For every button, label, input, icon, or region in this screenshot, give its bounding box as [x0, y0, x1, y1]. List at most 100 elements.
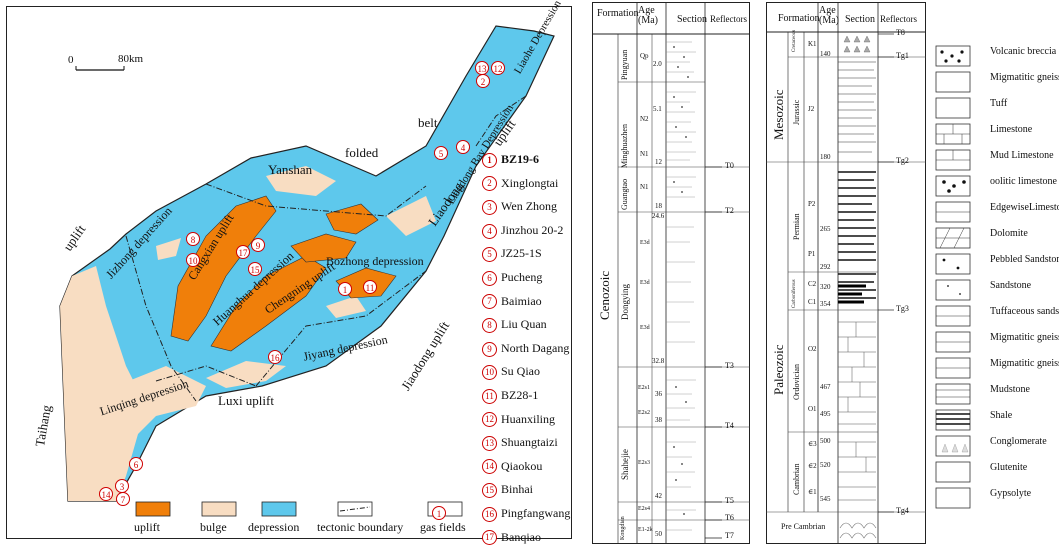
tectonic-boundary-3 — [255, 270, 427, 387]
gas-field-marker[interactable]: 11 — [363, 280, 377, 294]
era-paleozoic: Paleozoic — [771, 344, 786, 395]
gas-field-list-item: 16 Pingfangwang — [482, 506, 570, 530]
unit-label: E2s1 — [638, 385, 650, 391]
uplift-northeast — [290, 233, 357, 263]
legend-bulge-label: bulge — [200, 520, 227, 534]
gas-field-list-item: 8 Liu Quan — [482, 317, 570, 341]
gas-field-list-item: 10 Su Qiao — [482, 364, 570, 388]
gas-field-marker[interactable]: 15 — [248, 262, 262, 276]
bulge-small-2 — [326, 296, 366, 318]
age-label: 265 — [820, 225, 831, 233]
reflector-label: Tg2 — [896, 156, 909, 165]
gas-field-marker[interactable]: 5 — [434, 146, 448, 160]
scale-km: 80km — [118, 53, 144, 65]
age-label: 140 — [820, 50, 831, 58]
lithology-item: Mud Limestone — [990, 150, 1054, 161]
meso-header-formation: Formation — [778, 13, 820, 24]
lithology-item: Glutenite — [990, 462, 1028, 473]
unit-label: P2 — [808, 200, 816, 208]
lithology-item: Gypsolyte — [990, 488, 1032, 499]
legend-depression-label: depression — [248, 520, 300, 534]
lithology-item: EdgewiseLimestone — [990, 202, 1059, 213]
unit-label: N1 — [640, 150, 649, 158]
gas-field-marker[interactable]: 17 — [236, 245, 250, 259]
age-label: 12 — [655, 158, 662, 166]
legend-uplift-swatch — [135, 501, 171, 517]
lithology-item: Migmatitic gneiss — [990, 332, 1059, 343]
lithology-item: Shale — [990, 410, 1013, 421]
reflector-label: T2 — [725, 206, 734, 215]
gas-field-marker[interactable]: 1 — [338, 282, 352, 296]
gas-field-list-item: 14 Qiaokou — [482, 459, 570, 483]
unit-label: Qp — [640, 52, 649, 60]
tectonic-boundary-4 — [475, 95, 527, 147]
label-folded: folded — [345, 145, 379, 160]
age-label: 320 — [820, 283, 831, 291]
gas-field-marker[interactable]: 14 — [99, 487, 113, 501]
legend-bulge-swatch — [201, 501, 237, 517]
gas-field-marker[interactable]: 9 — [251, 238, 265, 252]
gas-field-list: 1 BZ19-6 2 Xinglongtai 3 Wen Zhong 4 Jinzhou… — [482, 152, 570, 547]
bulge-north — [266, 166, 336, 196]
lithology-item: Conglomerate — [990, 436, 1047, 447]
gas-field-marker[interactable]: 4 — [456, 140, 470, 154]
age-label: 545 — [820, 495, 831, 503]
unit-label: K1 — [808, 40, 817, 48]
bulge-south — [206, 361, 286, 388]
unit-label: ∈2 — [808, 462, 817, 470]
unit-label: ∈3 — [808, 440, 817, 448]
gas-field-list-item: 15 Binhai — [482, 482, 570, 506]
unit-label: C2 — [808, 280, 817, 288]
legend-gas-icon: 1 — [432, 506, 446, 520]
gas-field-marker[interactable]: 7 — [116, 492, 130, 506]
age-label: 520 — [820, 461, 831, 469]
gas-field-marker[interactable]: 13 — [475, 61, 489, 75]
formation-label: Shahejie — [620, 449, 630, 480]
legend-gasfields-label: gas fields — [420, 520, 466, 534]
gas-field-marker[interactable]: 16 — [268, 350, 282, 364]
lithology-item: oolitic limestone — [990, 176, 1057, 187]
gas-field-list-item: 1 BZ19-6 — [482, 152, 570, 176]
period-label: Jurassic — [792, 99, 801, 125]
gas-field-marker[interactable]: 3 — [115, 479, 129, 493]
unit-label: E1-2k — [638, 527, 653, 533]
age-label: 50 — [655, 530, 662, 538]
unit-label: ∈1 — [808, 488, 817, 496]
gas-field-marker[interactable]: 2 — [476, 74, 490, 88]
tectonic-boundary-1 — [125, 235, 197, 402]
label-luxi: Luxi uplift — [218, 393, 274, 408]
unit-label: N1 — [640, 183, 649, 191]
map-frame — [6, 6, 572, 539]
label-bozhong: Bozhong depression — [326, 254, 424, 268]
precambrian-label: Pre Cambrian — [781, 522, 826, 531]
gas-field-marker[interactable]: 10 — [186, 253, 200, 267]
gas-field-list-item: 9 North Dagang — [482, 341, 570, 365]
unit-label: E2s2 — [638, 410, 650, 416]
legend-depression-swatch — [261, 501, 297, 517]
gas-field-marker[interactable]: 12 — [491, 61, 505, 75]
gas-field-list-item: 11 BZ28-1 — [482, 388, 570, 412]
ceno-header-section: Section — [677, 14, 707, 25]
age-label: 500 — [820, 437, 831, 445]
cenozoic-column — [592, 2, 750, 544]
lithology-item: Limestone — [990, 124, 1033, 135]
formation-label: Kongdian — [620, 516, 626, 540]
legend-boundary-label: tectonic boundary — [317, 520, 404, 534]
gas-field-marker[interactable]: 8 — [186, 232, 200, 246]
ceno-header-age: Age (Ma) — [638, 5, 658, 26]
lithology-item: Dolomite — [990, 228, 1028, 239]
unit-label: E3d — [640, 240, 650, 246]
gas-field-marker[interactable]: 6 — [129, 457, 143, 471]
gas-field-list-item: 13 Shuangtaizi — [482, 435, 570, 459]
formation-label: Pingyuan — [620, 49, 629, 80]
unit-label: O1 — [808, 405, 817, 413]
age-label: 180 — [820, 153, 831, 161]
lithology-item: Pebbled Sandstone — [990, 254, 1059, 265]
period-label: Ordovician — [792, 364, 801, 400]
meso-header-age: Age (Ma) — [819, 5, 839, 26]
legend-boundary-swatch — [337, 501, 373, 517]
label-yanshan: Yanshan — [268, 162, 313, 177]
gas-field-list-item: 2 Xinglongtai — [482, 176, 570, 200]
age-label: 18 — [655, 202, 662, 210]
